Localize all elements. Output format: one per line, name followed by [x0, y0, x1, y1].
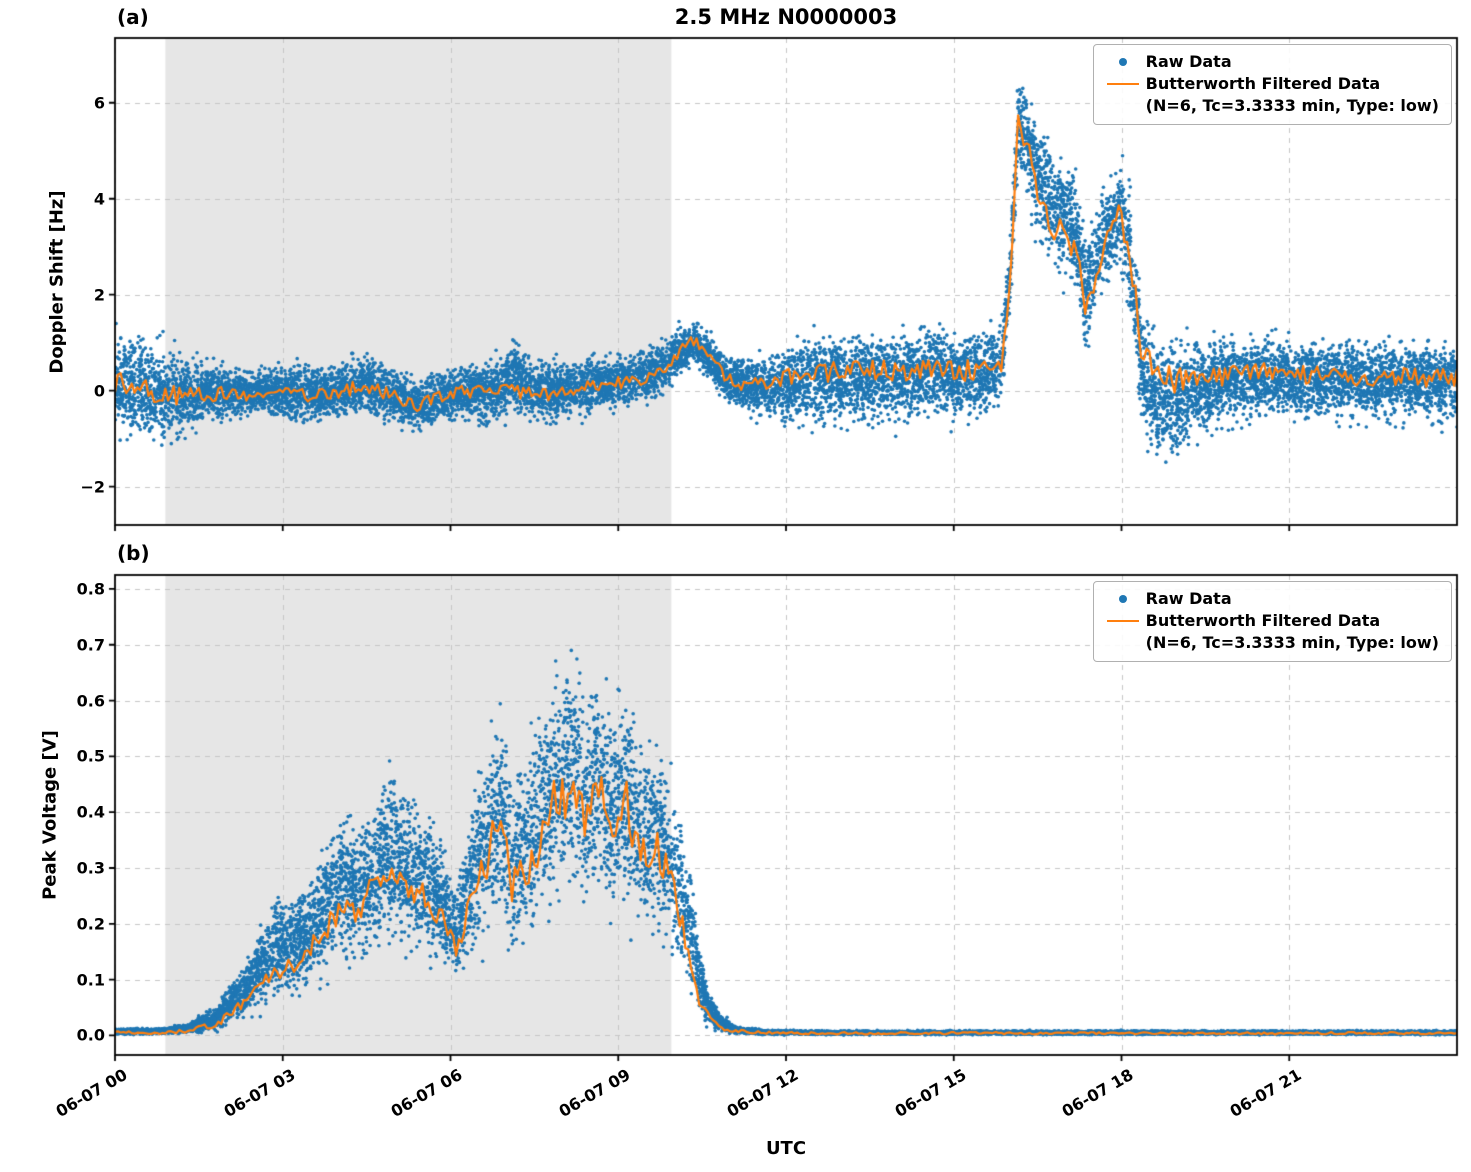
y-tick-label: 0.0 — [76, 1025, 105, 1045]
legend-raw-label: Raw Data — [1145, 52, 1232, 71]
legend-filtered-label: Butterworth Filtered Data — [1145, 611, 1381, 630]
raw-data-dot-icon — [1100, 51, 1146, 73]
filtered-line-icon — [1100, 610, 1146, 632]
y-tick-label: 0.7 — [76, 635, 105, 655]
y-tick-label: 0.3 — [76, 858, 105, 878]
legend-filtered-label: Butterworth Filtered Data — [1145, 74, 1381, 93]
chart-title: 2.5 MHz N0000003 — [674, 5, 898, 29]
y-tick-label: 4 — [93, 189, 105, 209]
y-tick-label: 6 — [93, 93, 105, 113]
panel-b-label: (b) — [117, 541, 150, 565]
legend-raw-label: Raw Data — [1145, 589, 1232, 608]
legend-row-raw: Raw Data — [1100, 588, 1439, 610]
y-axis-label-doppler: Doppler Shift [Hz] — [46, 189, 68, 374]
legend-panel-b: Raw Data Butterworth Filtered Data (N=6,… — [1092, 581, 1452, 662]
y-tick-label: 0.1 — [76, 970, 105, 990]
y-tick-label: 0.5 — [76, 746, 105, 766]
legend-filtered-sublabel: (N=6, Tc=3.3333 min, Type: low) — [1145, 96, 1439, 115]
panel-a-label: (a) — [117, 5, 149, 29]
y-tick-label: 0.6 — [76, 691, 105, 711]
legend-panel-a: Raw Data Butterworth Filtered Data (N=6,… — [1092, 44, 1452, 125]
y-tick-label: −2 — [80, 477, 105, 497]
legend-row-filtered: Butterworth Filtered Data (N=6, Tc=3.333… — [1100, 610, 1439, 654]
x-axis-label: UTC — [765, 1138, 807, 1159]
raw-data-dot-icon — [1100, 588, 1146, 610]
y-tick-label: 2 — [93, 285, 105, 305]
filtered-line-icon — [1100, 73, 1146, 95]
legend-row-raw: Raw Data — [1100, 51, 1439, 73]
legend-filtered-sublabel: (N=6, Tc=3.3333 min, Type: low) — [1145, 633, 1439, 652]
y-tick-label: 0.8 — [76, 579, 105, 599]
legend-row-filtered: Butterworth Filtered Data (N=6, Tc=3.333… — [1100, 73, 1439, 117]
y-tick-label: 0 — [93, 381, 105, 401]
y-axis-label-voltage: Peak Voltage [V] — [39, 730, 61, 900]
y-tick-label: 0.2 — [76, 914, 105, 934]
y-tick-label: 0.4 — [76, 802, 105, 822]
